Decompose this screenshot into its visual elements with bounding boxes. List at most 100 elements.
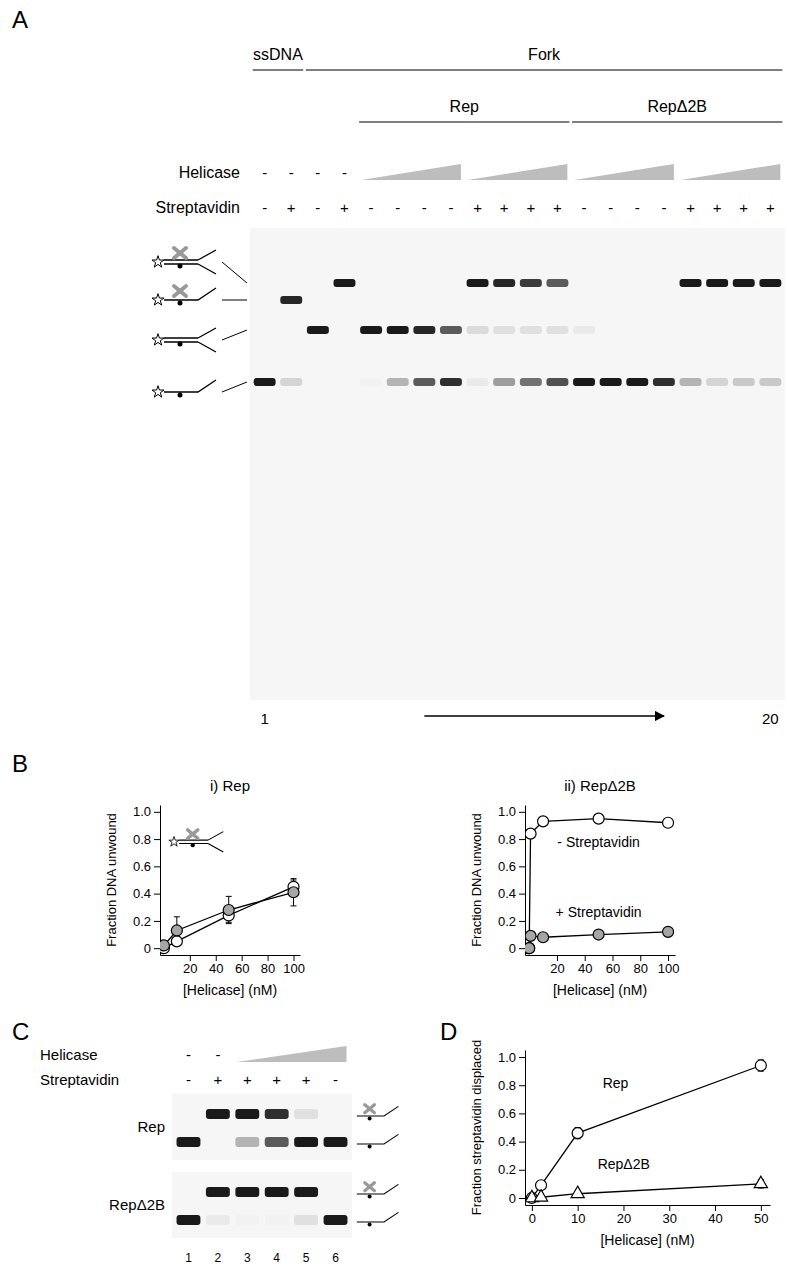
tick: 40 [708, 1205, 722, 1226]
series-label: RepΔ2B [598, 1156, 650, 1172]
gel-band [413, 326, 435, 334]
gel-band [360, 326, 382, 334]
lane-symbol: + [739, 199, 748, 216]
icon-strand [179, 832, 223, 852]
gel-band [600, 378, 622, 386]
tick: 0.2 [133, 914, 160, 929]
axis-title: Fraction DNA unwound [104, 813, 119, 947]
lane-group-line [359, 121, 569, 122]
icon-biotin [368, 1144, 372, 1148]
series-label: - Streptavidin [557, 834, 639, 850]
plot-area [525, 1060, 767, 1204]
tick: 0 [509, 1191, 525, 1206]
helicase-ramp [236, 1046, 346, 1062]
data-point [223, 905, 234, 916]
dna-icon [357, 1105, 399, 1121]
tick: 0 [529, 1205, 536, 1226]
icon-biotin [178, 301, 183, 306]
axis-line [161, 955, 301, 956]
icon-strand [164, 328, 216, 352]
axis-line [526, 955, 676, 956]
tick: 0.6 [498, 1106, 525, 1121]
tick-mark [585, 955, 586, 961]
tick-label: 0.8 [498, 1078, 516, 1093]
lane-symbol: + [213, 1071, 222, 1088]
data-point [755, 1060, 766, 1071]
gel-band [467, 378, 489, 386]
series-line [164, 887, 294, 948]
lane-symbol: + [553, 199, 562, 216]
gel-band [324, 1215, 348, 1225]
lane-symbol: + [243, 1071, 252, 1088]
gel-background [250, 228, 785, 700]
lane-number: 20 [762, 710, 779, 727]
tick: 50 [754, 1205, 768, 1226]
gel-band [413, 296, 435, 304]
tick-mark [519, 948, 525, 949]
tick-mark [578, 1205, 579, 1211]
lane-symbol: + [686, 199, 695, 216]
gel-band [653, 326, 675, 334]
series-label: + Streptavidin [556, 904, 642, 920]
chart: 2040608010000.20.40.60.81.0i) Rep[Helica… [104, 777, 305, 998]
icon-strand [164, 250, 216, 274]
data-point [593, 813, 604, 824]
lane-symbol: - [448, 199, 453, 216]
chart: 0102030405000.20.40.60.81.0[Helicase] (n… [469, 1040, 771, 1248]
lane-symbol: + [526, 199, 535, 216]
tick: 30 [663, 1205, 677, 1226]
lane-symbol: + [500, 199, 509, 216]
gel-band [520, 326, 542, 334]
data-point [525, 930, 536, 941]
dna-icon [169, 830, 223, 852]
gel-band [520, 279, 542, 287]
tick: 40 [578, 955, 592, 976]
tick-label: 30 [663, 1211, 677, 1226]
gel-band [254, 296, 276, 304]
gel-band [307, 279, 329, 287]
gel-band [573, 326, 595, 334]
data-point [571, 1186, 584, 1197]
dna-icon [152, 380, 216, 398]
tick-label: 40 [209, 961, 223, 976]
data-point [171, 936, 182, 947]
gel-band [324, 1109, 348, 1119]
gel-band [573, 296, 595, 304]
gel-band [334, 279, 356, 287]
tick-label: 40 [708, 1211, 722, 1226]
gel-panel-c: HelicaseStreptavidin---++++-RepRepΔ2B123… [40, 1046, 398, 1265]
icon-streptavidin [365, 1183, 375, 1191]
tick-mark [154, 866, 160, 867]
gel-band [206, 1187, 230, 1197]
lane-symbol: + [713, 199, 722, 216]
lane-symbol: - [315, 199, 320, 216]
gel-band [265, 1187, 289, 1197]
tick-mark [519, 866, 525, 867]
icon-streptavidin [188, 830, 198, 839]
tick-mark [623, 1205, 624, 1211]
gel-band [600, 279, 622, 287]
gel-band [546, 296, 568, 304]
gel-band [493, 279, 515, 287]
gel-band [294, 1187, 318, 1197]
gel-band [520, 296, 542, 304]
tick: 20 [183, 955, 197, 976]
tick: 100 [283, 955, 305, 976]
tick-mark [519, 1142, 525, 1143]
icon-star [152, 294, 164, 305]
lane-group-line [572, 121, 782, 122]
tick-mark [557, 955, 558, 961]
tick-label: 0.2 [498, 914, 516, 929]
lane-symbol: - [422, 199, 427, 216]
gel-band [653, 279, 675, 287]
gel-band [759, 326, 781, 334]
data-point [171, 925, 182, 936]
gel-label: Rep [137, 1118, 165, 1135]
lane-number: 3 [244, 1251, 251, 1265]
gel-band [440, 378, 462, 386]
data-point [534, 1190, 547, 1201]
gel-band [324, 1137, 348, 1147]
tick: 100 [658, 955, 680, 976]
tick-label: 10 [571, 1211, 585, 1226]
gel-band [177, 1109, 201, 1119]
